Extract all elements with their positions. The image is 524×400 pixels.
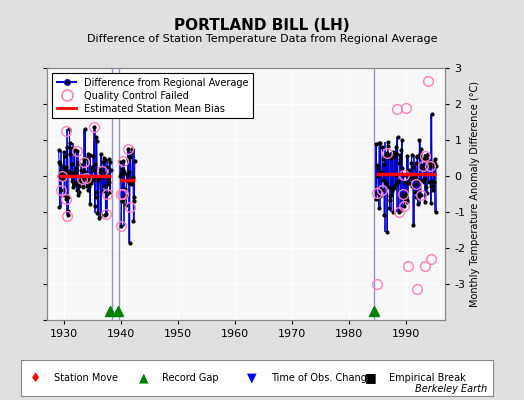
Text: Record Gap: Record Gap: [162, 373, 219, 383]
Text: Berkeley Earth: Berkeley Earth: [415, 384, 487, 394]
Y-axis label: Monthly Temperature Anomaly Difference (°C): Monthly Temperature Anomaly Difference (…: [470, 81, 479, 307]
Legend: Difference from Regional Average, Quality Control Failed, Estimated Station Mean: Difference from Regional Average, Qualit…: [52, 73, 254, 118]
Text: ■: ■: [365, 372, 377, 384]
Text: Difference of Station Temperature Data from Regional Average: Difference of Station Temperature Data f…: [87, 34, 437, 44]
Text: Time of Obs. Change: Time of Obs. Change: [271, 373, 373, 383]
Text: ♦: ♦: [30, 372, 41, 384]
Text: Empirical Break: Empirical Break: [389, 373, 465, 383]
Text: Station Move: Station Move: [54, 373, 118, 383]
Text: PORTLAND BILL (LH): PORTLAND BILL (LH): [174, 18, 350, 33]
Text: ▼: ▼: [247, 372, 257, 384]
Text: ▲: ▲: [139, 372, 148, 384]
